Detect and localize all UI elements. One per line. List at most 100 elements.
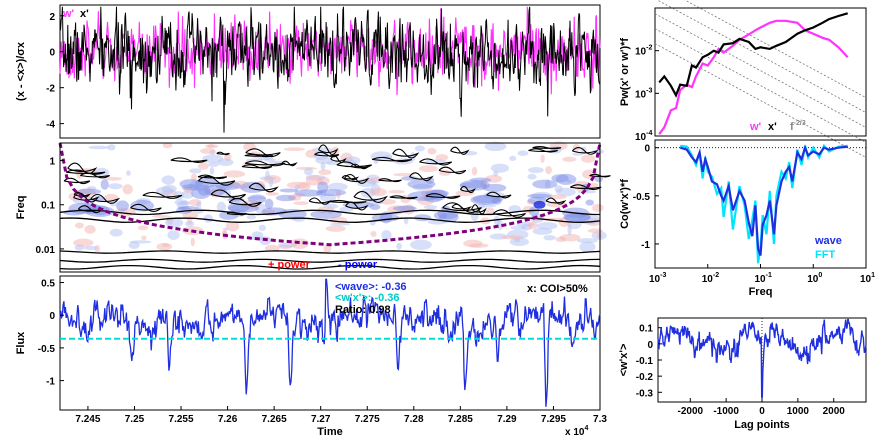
positive-power-blob [562, 156, 577, 162]
panel-lagcorr: -0.3 -0.2 -0.1 0 0.1 -2000 -1000 0 1000 2000 <w'x'… [618, 317, 867, 431]
panel-timeseries: -4 -2 0 2 (x - <x>)/σx w' x' [15, 4, 601, 139]
legend-positive-power: + power [268, 259, 311, 271]
negative-power-core [585, 199, 594, 206]
positive-power-blob [141, 235, 147, 241]
lag-correlation-line [657, 318, 867, 398]
x-tick-label: 7.25 [125, 414, 145, 425]
negative-power-blob [315, 156, 334, 165]
tick-base: x 10 [565, 427, 585, 437]
y-tick-label: 2 [49, 12, 55, 23]
negative-power-blob [577, 238, 598, 244]
positive-power-blob [592, 203, 604, 212]
negative-power-blob [554, 185, 563, 193]
contour-band [59, 258, 601, 263]
positive-power-blob [199, 148, 216, 154]
x-axis-label: Freq [749, 286, 773, 298]
negative-power-blob [207, 162, 220, 167]
contour-band [59, 209, 601, 216]
annotation-ratio: Ratio: 0.98 [335, 304, 391, 316]
contour-line [371, 156, 413, 163]
positive-power-blob [596, 232, 602, 239]
negative-power-blob [167, 230, 180, 240]
contour-line [244, 160, 286, 167]
tick-exponent: -2 [646, 45, 652, 52]
contour-line [345, 201, 369, 211]
negative-power-core [317, 181, 329, 193]
positive-power-blob [325, 225, 346, 232]
annotation-coi: x: COI>50% [527, 283, 588, 295]
negative-power-blob [107, 144, 116, 151]
negative-power-core [100, 179, 109, 190]
negative-power-blob [528, 166, 544, 174]
negative-power-blob [509, 155, 517, 161]
positive-power-blob [162, 142, 173, 149]
contour-line [63, 177, 91, 185]
negative-power-blob [490, 163, 510, 173]
negative-power-blob [155, 186, 174, 196]
negative-power-core [240, 181, 266, 193]
negative-power-core [532, 179, 558, 189]
contour-line [451, 203, 472, 211]
negative-power-core [227, 204, 260, 213]
contour-line [228, 197, 262, 207]
negative-power-blob [371, 180, 376, 184]
contour-line [281, 160, 298, 167]
tick-base: 10 [649, 274, 661, 285]
negative-power-blob [217, 158, 234, 166]
y-tick-label: -2 [46, 84, 55, 95]
negative-power-blob [108, 183, 123, 190]
tick-exponent: -3 [646, 87, 652, 94]
y-tick-label: 1 [49, 157, 55, 168]
contour-line [450, 146, 470, 155]
positive-power-blob [555, 236, 567, 243]
negative-power-core [247, 194, 267, 204]
tick-exponent: -4 [646, 130, 652, 137]
negative-power-core [176, 206, 193, 214]
negative-power-core [77, 188, 102, 195]
contour-line [459, 185, 476, 194]
series-line-x [59, 6, 601, 133]
contour-line [318, 144, 339, 156]
legend-fft: FFT [815, 249, 835, 261]
contour-line [532, 146, 562, 150]
y-tick-label: 10-2 [635, 45, 652, 58]
y-tick-label: 0 [644, 144, 650, 155]
tick-base: 10 [755, 274, 767, 285]
positive-power-blob [471, 166, 478, 176]
positive-power-blob [152, 214, 170, 218]
contour-line [170, 157, 208, 163]
tick-base: 10 [635, 132, 647, 143]
y-tick-label: 0.1 [41, 201, 55, 212]
positive-power-blob [418, 165, 438, 173]
positive-power-blob [293, 201, 309, 206]
tick-base: f [790, 121, 794, 133]
legend-x: x' [768, 121, 777, 133]
negative-power-core [310, 209, 342, 219]
negative-power-core [275, 194, 296, 202]
negative-power-blob [527, 173, 537, 180]
panel-spectrogram: 0.01 0.1 1 Freq + power - power [15, 141, 611, 273]
positive-power-blob [545, 165, 552, 175]
x-tick-label: -2000 [677, 406, 703, 417]
x-tick-label: 7.265 [262, 414, 287, 425]
tick-exponent: -2/3 [794, 120, 806, 127]
negative-power-core [116, 200, 129, 212]
contour-line [378, 178, 402, 183]
x-tick-label: 7.295 [541, 414, 566, 425]
positive-power-blob [84, 224, 96, 234]
contour-line [493, 209, 526, 218]
reference-slope-line [654, 13, 867, 128]
negative-power-core [438, 212, 459, 223]
panel-spectrum: 10-410-310-2Pw(x' or w')*fw' x' f-2/3 [619, 0, 867, 158]
contour-line [341, 174, 360, 181]
negative-power-blob [571, 152, 584, 156]
negative-power-blob [84, 245, 98, 251]
y-tick-label: -1 [46, 377, 55, 388]
contour-line [244, 153, 274, 158]
positive-power-blob [581, 154, 596, 163]
positive-power-blob [587, 228, 604, 234]
y-tick-label: -0.5 [633, 192, 651, 203]
contour-line [308, 197, 332, 205]
